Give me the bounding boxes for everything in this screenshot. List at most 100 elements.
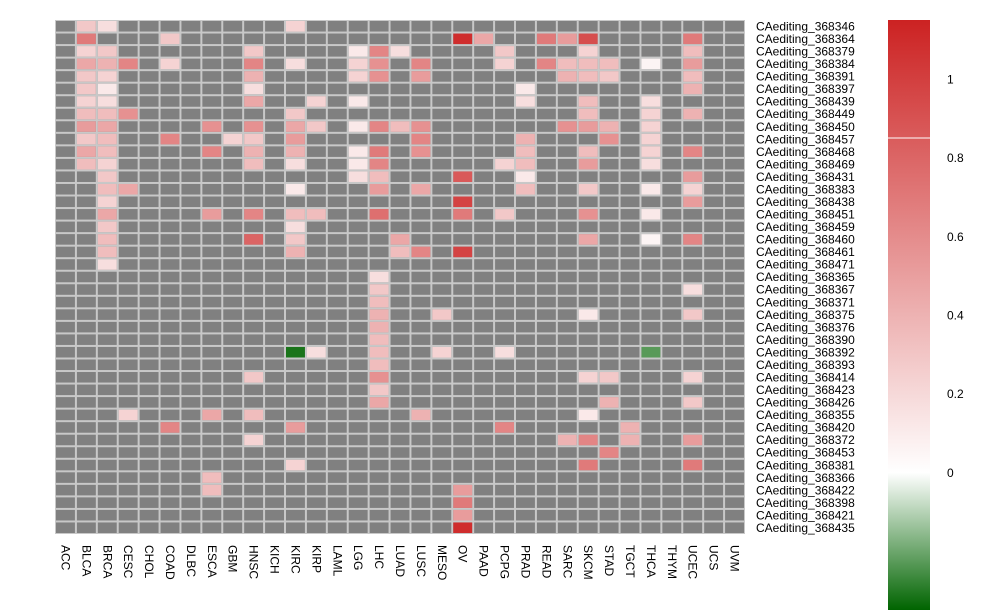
heatmap-na-cell	[160, 158, 180, 170]
heatmap-na-cell	[369, 96, 389, 107]
heatmap-na-cell	[725, 271, 744, 283]
heatmap-cell	[599, 58, 619, 70]
heatmap-na-cell	[369, 422, 389, 433]
heatmap-na-cell	[306, 422, 326, 433]
colorbar-tick-label: 1	[947, 73, 954, 87]
heatmap-na-cell	[495, 196, 514, 208]
heatmap-na-cell	[474, 484, 494, 496]
heatmap-cell	[620, 434, 640, 446]
heatmap-na-cell	[557, 246, 577, 258]
heatmap-na-cell	[181, 309, 201, 320]
heatmap-cell	[286, 121, 305, 132]
heatmap-na-cell	[432, 209, 452, 220]
heatmap-na-cell	[56, 334, 75, 345]
heatmap-na-cell	[516, 296, 535, 308]
heatmap-na-cell	[474, 334, 494, 345]
heatmap-na-cell	[453, 133, 473, 145]
heatmap-na-cell	[223, 509, 243, 521]
heatmap-na-cell	[557, 346, 577, 358]
heatmap-na-cell	[474, 234, 494, 245]
heatmap-na-cell	[244, 459, 264, 471]
heatmap-na-cell	[390, 434, 410, 446]
heatmap-na-cell	[725, 522, 744, 533]
heatmap-na-cell	[474, 422, 494, 433]
heatmap-na-cell	[411, 171, 431, 182]
heatmap-na-cell	[76, 221, 96, 233]
heatmap-na-cell	[97, 334, 117, 345]
heatmap-na-cell	[56, 183, 75, 195]
heatmap-cell	[76, 133, 96, 145]
heatmap-na-cell	[620, 397, 640, 408]
heatmap-na-cell	[265, 447, 284, 458]
column-label: UCS	[707, 545, 721, 570]
heatmap-na-cell	[725, 196, 744, 208]
heatmap-cell	[474, 33, 494, 45]
heatmap-na-cell	[683, 321, 703, 333]
heatmap-na-cell	[306, 83, 326, 95]
heatmap-na-cell	[725, 171, 744, 182]
heatmap-na-cell	[578, 83, 598, 95]
heatmap-na-cell	[306, 271, 326, 283]
heatmap-na-cell	[56, 158, 75, 170]
heatmap-na-cell	[327, 83, 347, 95]
heatmap-na-cell	[453, 422, 473, 433]
heatmap-na-cell	[641, 422, 661, 433]
heatmap-na-cell	[599, 146, 619, 157]
heatmap-na-cell	[620, 384, 640, 396]
heatmap-na-cell	[704, 447, 724, 458]
column-label: GBM	[226, 545, 240, 572]
heatmap-cell	[411, 58, 431, 70]
heatmap-na-cell	[76, 209, 96, 220]
heatmap-na-cell	[327, 472, 347, 483]
heatmap-na-cell	[599, 384, 619, 396]
heatmap-na-cell	[704, 346, 724, 358]
heatmap-na-cell	[76, 422, 96, 433]
heatmap-na-cell	[599, 171, 619, 182]
heatmap-na-cell	[453, 259, 473, 270]
heatmap-na-cell	[557, 484, 577, 496]
heatmap-na-cell	[411, 196, 431, 208]
heatmap-na-cell	[516, 422, 535, 433]
heatmap-na-cell	[369, 484, 389, 496]
heatmap-na-cell	[453, 83, 473, 95]
heatmap-na-cell	[181, 384, 201, 396]
heatmap-na-cell	[223, 334, 243, 345]
heatmap-na-cell	[244, 221, 264, 233]
heatmap-na-cell	[223, 33, 243, 45]
heatmap-cell	[683, 171, 703, 182]
heatmap-na-cell	[306, 158, 326, 170]
heatmap-na-cell	[244, 484, 264, 496]
heatmap-na-cell	[390, 296, 410, 308]
heatmap-na-cell	[704, 522, 724, 533]
heatmap-na-cell	[495, 522, 514, 533]
heatmap-na-cell	[76, 259, 96, 270]
heatmap-na-cell	[516, 459, 535, 471]
heatmap-na-cell	[76, 472, 96, 483]
heatmap-na-cell	[516, 271, 535, 283]
heatmap-na-cell	[327, 259, 347, 270]
heatmap-na-cell	[265, 359, 284, 371]
heatmap-cell	[306, 96, 326, 107]
heatmap-na-cell	[557, 108, 577, 120]
heatmap-na-cell	[725, 359, 744, 371]
heatmap-cell	[348, 146, 368, 157]
heatmap-na-cell	[725, 21, 744, 32]
heatmap-na-cell	[662, 96, 682, 107]
heatmap-na-cell	[244, 522, 264, 533]
heatmap-na-cell	[725, 472, 744, 483]
heatmap-na-cell	[160, 522, 180, 533]
heatmap-na-cell	[348, 484, 368, 496]
heatmap-na-cell	[286, 259, 305, 270]
heatmap-na-cell	[160, 484, 180, 496]
heatmap-na-cell	[516, 359, 535, 371]
heatmap-na-cell	[474, 133, 494, 145]
heatmap-na-cell	[578, 21, 598, 32]
heatmap-na-cell	[139, 509, 159, 521]
heatmap-na-cell	[662, 271, 682, 283]
row-label: CAediting_368457	[756, 132, 855, 146]
heatmap-na-cell	[181, 196, 201, 208]
heatmap-na-cell	[599, 522, 619, 533]
heatmap-na-cell	[578, 133, 598, 145]
heatmap-na-cell	[348, 83, 368, 95]
row-label: CAediting_368365	[756, 270, 855, 284]
